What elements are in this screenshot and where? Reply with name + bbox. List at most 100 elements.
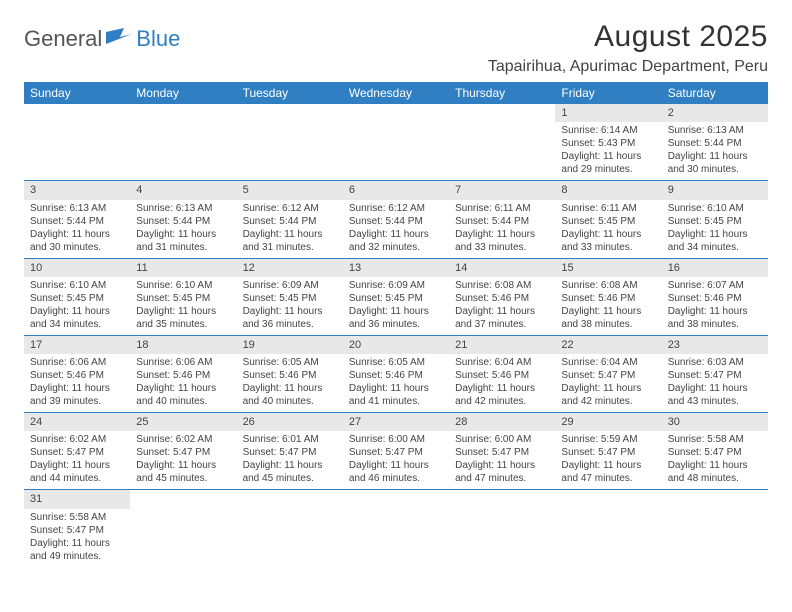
day-number: 10 [24, 259, 130, 277]
calendar-cell: 12Sunrise: 6:09 AMSunset: 5:45 PMDayligh… [237, 258, 343, 335]
day-content: Sunrise: 6:13 AMSunset: 5:44 PMDaylight:… [662, 122, 768, 180]
day-content: Sunrise: 6:05 AMSunset: 5:46 PMDaylight:… [237, 354, 343, 412]
calendar-cell: 23Sunrise: 6:03 AMSunset: 5:47 PMDayligh… [662, 335, 768, 412]
calendar-cell [449, 104, 555, 181]
calendar-cell: 29Sunrise: 5:59 AMSunset: 5:47 PMDayligh… [555, 413, 661, 490]
day-content: Sunrise: 6:08 AMSunset: 5:46 PMDaylight:… [449, 277, 555, 335]
day-number: 15 [555, 259, 661, 277]
calendar-cell [24, 104, 130, 181]
day-number: 12 [237, 259, 343, 277]
day-number: 4 [130, 181, 236, 199]
calendar-cell: 15Sunrise: 6:08 AMSunset: 5:46 PMDayligh… [555, 258, 661, 335]
day-number: 25 [130, 413, 236, 431]
flag-icon [106, 28, 132, 51]
calendar-cell [130, 490, 236, 567]
day-content: Sunrise: 6:01 AMSunset: 5:47 PMDaylight:… [237, 431, 343, 489]
calendar-cell: 14Sunrise: 6:08 AMSunset: 5:46 PMDayligh… [449, 258, 555, 335]
calendar-cell: 6Sunrise: 6:12 AMSunset: 5:44 PMDaylight… [343, 181, 449, 258]
day-number: 14 [449, 259, 555, 277]
day-number: 22 [555, 336, 661, 354]
calendar-cell: 13Sunrise: 6:09 AMSunset: 5:45 PMDayligh… [343, 258, 449, 335]
day-content: Sunrise: 6:09 AMSunset: 5:45 PMDaylight:… [237, 277, 343, 335]
day-content: Sunrise: 6:11 AMSunset: 5:45 PMDaylight:… [555, 200, 661, 258]
day-number: 5 [237, 181, 343, 199]
calendar-cell: 20Sunrise: 6:05 AMSunset: 5:46 PMDayligh… [343, 335, 449, 412]
day-content: Sunrise: 6:00 AMSunset: 5:47 PMDaylight:… [449, 431, 555, 489]
day-number: 1 [555, 104, 661, 122]
day-number: 11 [130, 259, 236, 277]
day-content: Sunrise: 6:03 AMSunset: 5:47 PMDaylight:… [662, 354, 768, 412]
day-content: Sunrise: 6:10 AMSunset: 5:45 PMDaylight:… [130, 277, 236, 335]
day-content: Sunrise: 5:59 AMSunset: 5:47 PMDaylight:… [555, 431, 661, 489]
day-number: 16 [662, 259, 768, 277]
day-number: 24 [24, 413, 130, 431]
day-number: 17 [24, 336, 130, 354]
day-number: 6 [343, 181, 449, 199]
calendar-cell: 3Sunrise: 6:13 AMSunset: 5:44 PMDaylight… [24, 181, 130, 258]
page-title: August 2025 [488, 20, 768, 54]
brand-part2: Blue [136, 26, 180, 52]
day-content: Sunrise: 6:06 AMSunset: 5:46 PMDaylight:… [24, 354, 130, 412]
day-header: Wednesday [343, 82, 449, 104]
calendar-cell [343, 104, 449, 181]
calendar-cell: 31Sunrise: 5:58 AMSunset: 5:47 PMDayligh… [24, 490, 130, 567]
day-content: Sunrise: 6:02 AMSunset: 5:47 PMDaylight:… [24, 431, 130, 489]
calendar-cell: 21Sunrise: 6:04 AMSunset: 5:46 PMDayligh… [449, 335, 555, 412]
day-number: 19 [237, 336, 343, 354]
calendar-cell: 22Sunrise: 6:04 AMSunset: 5:47 PMDayligh… [555, 335, 661, 412]
day-content: Sunrise: 6:13 AMSunset: 5:44 PMDaylight:… [130, 200, 236, 258]
calendar-table: SundayMondayTuesdayWednesdayThursdayFrid… [24, 82, 768, 567]
day-number: 2 [662, 104, 768, 122]
day-number: 9 [662, 181, 768, 199]
calendar-cell: 1Sunrise: 6:14 AMSunset: 5:43 PMDaylight… [555, 104, 661, 181]
calendar-cell: 25Sunrise: 6:02 AMSunset: 5:47 PMDayligh… [130, 413, 236, 490]
day-content: Sunrise: 6:06 AMSunset: 5:46 PMDaylight:… [130, 354, 236, 412]
day-number: 29 [555, 413, 661, 431]
day-content: Sunrise: 6:11 AMSunset: 5:44 PMDaylight:… [449, 200, 555, 258]
day-content: Sunrise: 6:09 AMSunset: 5:45 PMDaylight:… [343, 277, 449, 335]
day-content: Sunrise: 6:12 AMSunset: 5:44 PMDaylight:… [343, 200, 449, 258]
calendar-cell [130, 104, 236, 181]
day-number: 23 [662, 336, 768, 354]
day-number: 7 [449, 181, 555, 199]
calendar-cell: 19Sunrise: 6:05 AMSunset: 5:46 PMDayligh… [237, 335, 343, 412]
calendar-cell [237, 104, 343, 181]
calendar-cell: 4Sunrise: 6:13 AMSunset: 5:44 PMDaylight… [130, 181, 236, 258]
brand-logo: General Blue [24, 26, 180, 52]
location-subtitle: Tapairihua, Apurimac Department, Peru [488, 58, 768, 76]
day-content: Sunrise: 6:07 AMSunset: 5:46 PMDaylight:… [662, 277, 768, 335]
day-content: Sunrise: 5:58 AMSunset: 5:47 PMDaylight:… [662, 431, 768, 489]
calendar-cell: 26Sunrise: 6:01 AMSunset: 5:47 PMDayligh… [237, 413, 343, 490]
calendar-cell: 5Sunrise: 6:12 AMSunset: 5:44 PMDaylight… [237, 181, 343, 258]
day-content: Sunrise: 6:14 AMSunset: 5:43 PMDaylight:… [555, 122, 661, 180]
day-content: Sunrise: 6:02 AMSunset: 5:47 PMDaylight:… [130, 431, 236, 489]
day-content: Sunrise: 6:04 AMSunset: 5:46 PMDaylight:… [449, 354, 555, 412]
calendar-cell: 18Sunrise: 6:06 AMSunset: 5:46 PMDayligh… [130, 335, 236, 412]
day-number: 30 [662, 413, 768, 431]
day-number: 26 [237, 413, 343, 431]
calendar-cell: 27Sunrise: 6:00 AMSunset: 5:47 PMDayligh… [343, 413, 449, 490]
calendar-cell: 17Sunrise: 6:06 AMSunset: 5:46 PMDayligh… [24, 335, 130, 412]
day-content: Sunrise: 5:58 AMSunset: 5:47 PMDaylight:… [24, 509, 130, 567]
day-content: Sunrise: 6:13 AMSunset: 5:44 PMDaylight:… [24, 200, 130, 258]
day-content: Sunrise: 6:10 AMSunset: 5:45 PMDaylight:… [24, 277, 130, 335]
calendar-cell [449, 490, 555, 567]
day-content: Sunrise: 6:10 AMSunset: 5:45 PMDaylight:… [662, 200, 768, 258]
day-content: Sunrise: 6:04 AMSunset: 5:47 PMDaylight:… [555, 354, 661, 412]
calendar-cell: 8Sunrise: 6:11 AMSunset: 5:45 PMDaylight… [555, 181, 661, 258]
calendar-cell: 2Sunrise: 6:13 AMSunset: 5:44 PMDaylight… [662, 104, 768, 181]
day-content: Sunrise: 6:08 AMSunset: 5:46 PMDaylight:… [555, 277, 661, 335]
calendar-cell: 9Sunrise: 6:10 AMSunset: 5:45 PMDaylight… [662, 181, 768, 258]
day-header: Monday [130, 82, 236, 104]
day-content: Sunrise: 6:00 AMSunset: 5:47 PMDaylight:… [343, 431, 449, 489]
calendar-cell [555, 490, 661, 567]
calendar-cell: 24Sunrise: 6:02 AMSunset: 5:47 PMDayligh… [24, 413, 130, 490]
day-number: 3 [24, 181, 130, 199]
day-number: 13 [343, 259, 449, 277]
calendar-cell [237, 490, 343, 567]
calendar-cell: 7Sunrise: 6:11 AMSunset: 5:44 PMDaylight… [449, 181, 555, 258]
day-number: 31 [24, 490, 130, 508]
day-content: Sunrise: 6:05 AMSunset: 5:46 PMDaylight:… [343, 354, 449, 412]
calendar-cell: 10Sunrise: 6:10 AMSunset: 5:45 PMDayligh… [24, 258, 130, 335]
day-number: 28 [449, 413, 555, 431]
